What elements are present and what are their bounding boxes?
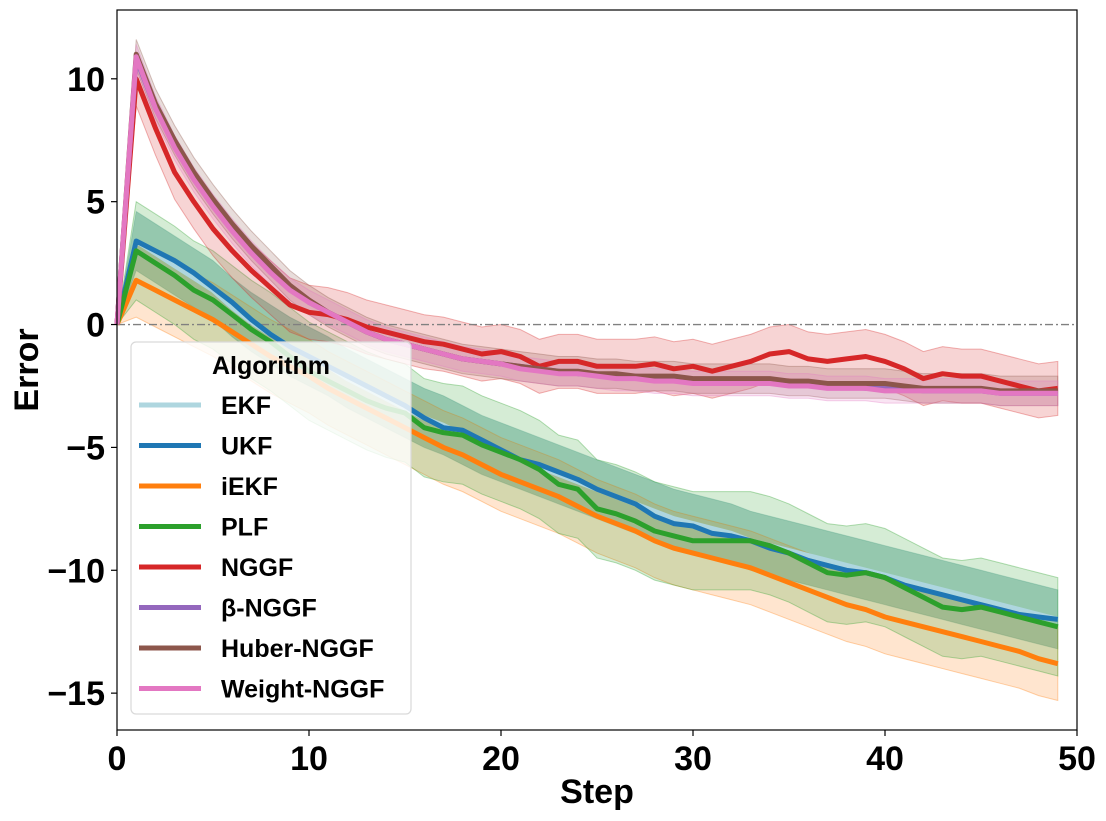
legend-box [130,341,412,715]
y-axis-ticks: 10 5 0 −5 −10 −15 [47,61,117,713]
y-tick-label: 5 [86,184,105,222]
x-tick-label: 0 [108,740,127,778]
legend-label-huber-nggf: Huber-NGGF [221,635,374,663]
plot-frame [116,9,1078,731]
legend-label-nggf: β-NGGF [221,595,317,623]
legend-label-weight-nggf: Weight-NGGF [221,676,384,704]
legend-label-iekf: iEKF [221,473,278,501]
y-tick-label: −10 [47,552,105,590]
y-tick-label: 0 [86,307,105,345]
x-tick-label: 10 [290,740,328,778]
x-axis-title: Step [560,773,634,811]
legend-label-plf: PLF [221,514,268,542]
y-tick-label: −5 [66,429,105,467]
legend: Algorithm EKF UKF iEKF PLF NGGF β-NGGF Huber-N… [130,341,412,715]
legend-title: Algorithm [212,352,330,380]
legend-items: EKF UKF iEKF PLF NGGF β-NGGF Huber-NGGF Weight-… [139,392,384,704]
x-tick-label: 30 [674,740,712,778]
x-tick-label: 40 [866,740,904,778]
series-line-nggf [114,76,1059,394]
legend-label-nggf: NGGF [221,554,293,582]
legend-label-ekf: EKF [221,392,271,420]
series-line-weight-nggf [114,54,1058,396]
y-tick-label: −15 [47,675,105,713]
band-ekf [116,210,1059,650]
x-tick-label: 20 [482,740,520,778]
y-tick-label: 10 [67,61,105,99]
y-axis-title: Error [8,328,46,411]
legend-label-ukf: UKF [221,433,272,461]
x-axis-ticks: 0 10 20 30 40 50 [108,730,1096,778]
x-tick-label: 50 [1058,740,1096,778]
